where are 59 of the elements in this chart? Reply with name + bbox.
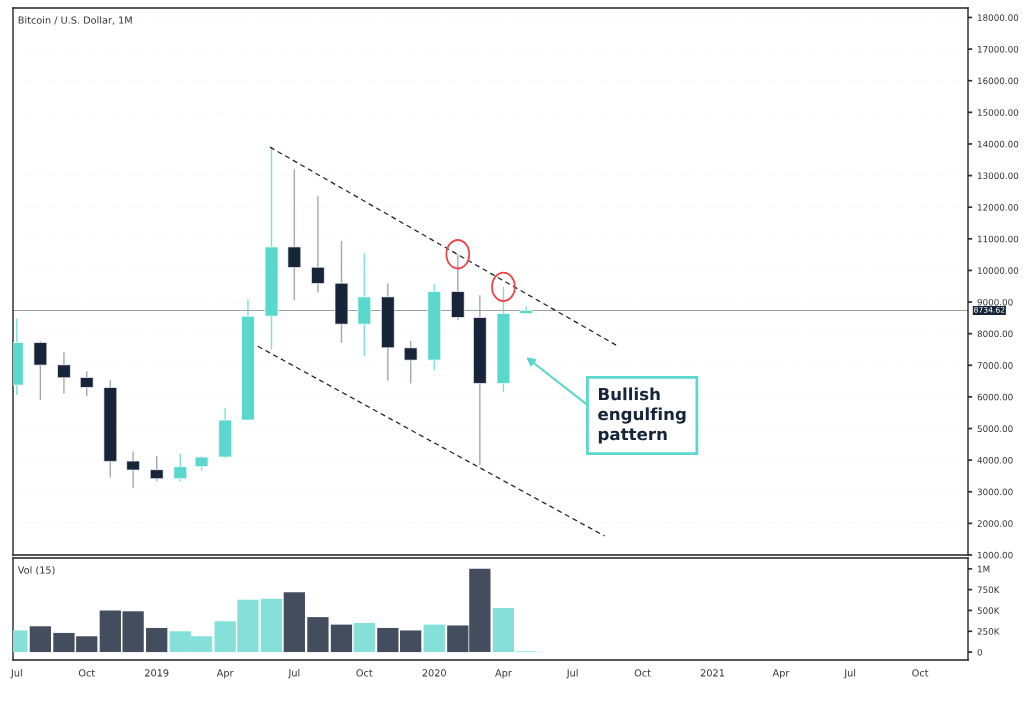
- x-tick-label: Apr: [772, 669, 790, 679]
- y-tick-label: 0: [977, 648, 983, 656]
- bar: [353, 622, 375, 653]
- y-tick-label: 1000.00: [977, 551, 1013, 559]
- x-tick-label: Jul: [10, 669, 22, 679]
- x-tick-label: Apr: [216, 669, 234, 679]
- y-tick-label: 1M: [977, 565, 990, 573]
- bar: [307, 617, 329, 653]
- y-tick-label: 13000.00: [977, 172, 1019, 180]
- y-tick-label: 3000.00: [977, 488, 1013, 496]
- x-tick-label: 2019: [145, 669, 169, 677]
- x-tick-label: Oct: [634, 669, 651, 677]
- bar: [492, 607, 515, 653]
- bar: [423, 624, 445, 653]
- y-tick-label: 6000.00: [977, 393, 1013, 401]
- bar: [377, 627, 399, 653]
- bar: [260, 598, 283, 653]
- y-tick-label: 9000.00: [977, 298, 1013, 306]
- annotation: Bullish engulfing pattern: [598, 387, 686, 444]
- x-tick-label: Jul: [566, 669, 578, 679]
- y-tick-label: 750K: [977, 586, 1000, 594]
- x-tick-label: Oct: [912, 669, 929, 677]
- y-tick-label: 250K: [977, 628, 1000, 635]
- y-tick-label: 12000.00: [977, 204, 1019, 211]
- y-tick-label: 4000.00: [977, 456, 1013, 464]
- y-tick-label: 15000.00: [977, 109, 1019, 116]
- x-tick-label: Apr: [495, 669, 512, 679]
- candlestick: [57, 351, 71, 395]
- x-tick-label: Oct: [356, 669, 373, 677]
- candlestick: [79, 370, 94, 397]
- x-tick-label: Oct: [78, 669, 95, 677]
- candlestick: [403, 340, 418, 385]
- y-tick-label: 11000.00: [977, 235, 1019, 243]
- y-tick-label: 17000.00: [977, 45, 1019, 53]
- y-tick-label: 8000.00: [977, 330, 1013, 338]
- bar: [400, 630, 422, 653]
- candlestick: [126, 450, 140, 489]
- y-tick-label: 7000.00: [977, 362, 1013, 369]
- y-tick-label: 10000.00: [977, 267, 1019, 274]
- y-tick-label: 14000.00: [977, 140, 1019, 148]
- bar: [283, 592, 305, 653]
- y-tick-label: 5000.00: [977, 425, 1013, 432]
- x-tick-label: 2020: [422, 669, 446, 677]
- text: Vol (15): [17, 566, 55, 575]
- text: Bitcoin / U.S. Dollar, 1M: [18, 16, 132, 25]
- bar: [330, 624, 353, 653]
- y-tick-label: 2000.00: [977, 520, 1013, 527]
- x-tick-label: 2021: [700, 669, 724, 677]
- candlestick: [33, 340, 48, 401]
- candlestick: [287, 168, 302, 301]
- candlestick: [149, 455, 164, 483]
- x-tick-label: Jul: [287, 669, 300, 679]
- x-tick-label: Jul: [843, 669, 856, 679]
- candlestick: [311, 195, 325, 294]
- bar: [146, 627, 168, 653]
- candlestick: [173, 453, 188, 483]
- y-tick-label: 500K: [977, 607, 1000, 614]
- y-tick-label: 16000.00: [977, 77, 1019, 85]
- y-tick-label: 18000.00: [977, 14, 1019, 21]
